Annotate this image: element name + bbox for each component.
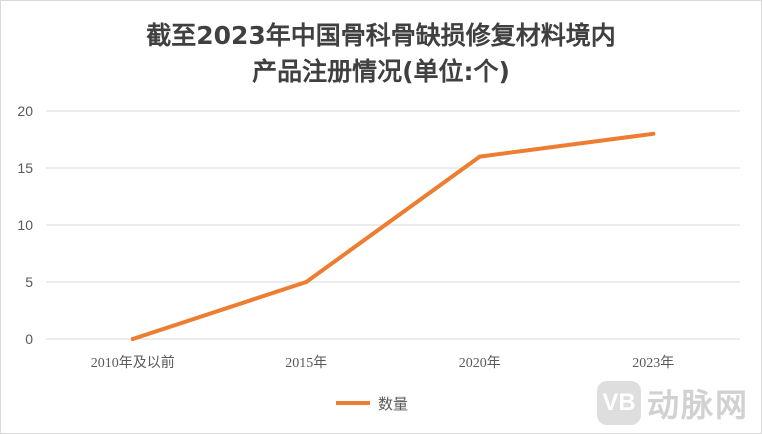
legend: 数量 bbox=[336, 392, 408, 414]
x-tick-label: 2020年 bbox=[459, 355, 501, 371]
series-layer bbox=[130, 131, 656, 341]
watermark-logo-icon: VB bbox=[597, 381, 641, 425]
watermark-text: 动脉网 bbox=[647, 386, 750, 424]
data-point bbox=[477, 154, 482, 159]
watermark: VB 动脉网 bbox=[597, 379, 749, 427]
legend-swatch bbox=[336, 401, 370, 405]
y-tick-label: 5 bbox=[25, 274, 33, 290]
gridlines bbox=[46, 110, 740, 340]
x-axis-ticks: 2010年及以前 2015年 2020年 2023年 bbox=[91, 354, 675, 371]
series-line bbox=[130, 131, 656, 341]
y-tick-label: 15 bbox=[17, 160, 33, 176]
data-point bbox=[304, 280, 309, 284]
x-tick-label: 2015年 bbox=[285, 355, 327, 371]
y-tick-label: 20 bbox=[17, 103, 33, 119]
y-tick-label: 0 bbox=[25, 331, 33, 347]
chart-title-line-1: 截至2023年中国骨科骨缺损修复材料境内 bbox=[146, 21, 616, 50]
x-tick-label: 2023年 bbox=[632, 355, 674, 371]
x-tick-label: 2010年及以前 bbox=[91, 354, 175, 371]
data-point bbox=[130, 337, 135, 341]
data-point bbox=[651, 131, 656, 136]
y-tick-label: 10 bbox=[17, 217, 33, 233]
y-axis-ticks: 0 5 10 15 20 bbox=[17, 103, 33, 347]
chart-title-line-2: 产品注册情况(单位:个) bbox=[252, 57, 510, 86]
legend-label: 数量 bbox=[378, 394, 409, 413]
